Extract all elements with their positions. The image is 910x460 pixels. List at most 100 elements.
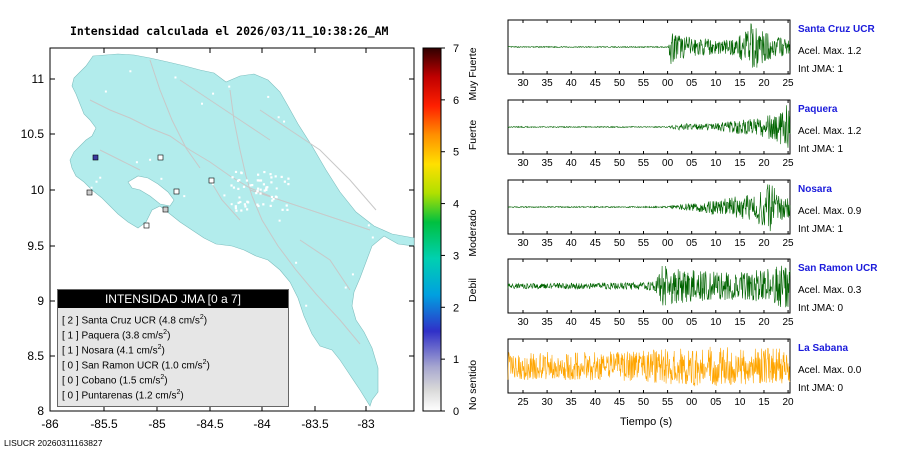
map-x-ticks: -86 -85.5 -85 -84.5 -84 -83.5 -83 xyxy=(41,48,375,431)
waveform-x-tick-label: 50 xyxy=(614,158,626,169)
town-dot xyxy=(237,201,240,204)
legend-close: ) xyxy=(167,330,171,342)
station-name: Santa Cruz UCR xyxy=(798,24,875,35)
map-title: Intensidad calculada el 2026/03/11_10:38… xyxy=(70,24,389,38)
town-dot xyxy=(270,181,273,184)
town-dot xyxy=(234,205,237,208)
station-name: Paquera xyxy=(798,104,838,115)
legend-row: [ 0 ] Cobano (1.5 cm/s2) xyxy=(62,374,168,386)
station-marker xyxy=(86,189,93,196)
waveform-x-tick-label: 35 xyxy=(542,158,554,169)
waveform-x-tick-label: 10 xyxy=(710,158,722,169)
town-dot xyxy=(212,92,215,95)
colorbar-label: Muy Fuerte xyxy=(467,47,479,100)
town-dot xyxy=(286,208,289,211)
road-network xyxy=(89,59,377,345)
waveform-x-tick-label: 50 xyxy=(638,397,650,408)
colorbar-label: Fuerte xyxy=(467,120,479,151)
colorbar: 0 1 2 3 4 5 6 7 No sentido Debil Moderado Fuerte Mu… xyxy=(422,43,479,418)
waveform-x-tick-label: 45 xyxy=(614,397,626,408)
waveform-x-tick-label: 15 xyxy=(758,397,770,408)
town-dot xyxy=(285,204,288,207)
town-dot xyxy=(223,194,226,197)
town-dot xyxy=(160,177,163,180)
station-name: La Sabana xyxy=(798,343,849,354)
town-dot xyxy=(351,273,354,276)
town-dot xyxy=(244,205,247,208)
town-dot xyxy=(283,180,286,183)
station-accel-max: Acel. Max. 0.0 xyxy=(798,365,862,376)
waveform-x-tick-label: 05 xyxy=(686,238,698,249)
map-y-tick-label: 11 xyxy=(32,72,45,86)
town-dot xyxy=(281,208,284,211)
waveform-x-tick-label: 40 xyxy=(566,238,578,249)
waveform-x-tick-label: 40 xyxy=(590,397,602,408)
colorbar-ticks: 0 1 2 3 4 5 6 7 xyxy=(441,43,459,418)
town-dot xyxy=(317,110,320,113)
waveform-x-tick-label: 10 xyxy=(710,317,722,328)
town-dot xyxy=(231,176,234,179)
town-dot xyxy=(270,195,274,199)
legend-row: [ 0 ] San Ramon UCR (1.0 cm/s2) xyxy=(62,359,210,371)
town-dot xyxy=(211,183,214,186)
waveform-x-tick-label: 20 xyxy=(758,317,770,328)
waveform-x-tick-label: 50 xyxy=(614,238,626,249)
town-dot xyxy=(234,207,237,210)
colorbar-label: Moderado xyxy=(467,209,479,256)
town-dot xyxy=(265,187,268,190)
town-dot xyxy=(242,185,246,188)
map-x-tick-label: -85 xyxy=(148,417,166,431)
costa-rica-landmass xyxy=(69,53,415,407)
station-accel-max: Acel. Max. 1.2 xyxy=(798,46,862,57)
town-dot xyxy=(88,250,91,253)
town-dot xyxy=(263,170,266,174)
waveform-x-tick-label: 45 xyxy=(590,238,602,249)
waveform-x-tick-label: 35 xyxy=(566,397,578,408)
waveform-x-tick-label: 25 xyxy=(517,397,529,408)
station-accel-max: Acel. Max. 0.3 xyxy=(798,285,862,296)
town-dot xyxy=(280,175,283,179)
waveform-trace xyxy=(507,346,791,387)
town-dot xyxy=(140,228,143,231)
waveform-x-tick-label: 20 xyxy=(758,78,770,89)
waveform-x-tick-label: 25 xyxy=(783,238,795,249)
map-y-tick-label: 10.5 xyxy=(21,127,45,141)
town-dot xyxy=(99,176,102,179)
waveform-x-tick-label: 15 xyxy=(734,238,746,249)
town-dot xyxy=(228,85,231,88)
intensity-legend: INTENSIDAD JMA [0 a 7] [ 2 ] Santa Cruz … xyxy=(57,289,289,407)
legend-units-exponent: 2 xyxy=(157,344,162,351)
town-dot xyxy=(274,195,278,198)
legend-close: ) xyxy=(206,360,210,372)
colorbar-tick-label: 1 xyxy=(453,354,459,366)
waveform-x-tick-label: 50 xyxy=(614,317,626,328)
station-jma: Int JMA: 1 xyxy=(798,64,844,75)
town-dot xyxy=(236,179,240,182)
legend-accel: (4.1 cm/s xyxy=(116,345,158,357)
town-dot xyxy=(249,184,252,187)
waveform-x-tick-label: 05 xyxy=(710,397,722,408)
town-dot xyxy=(183,195,186,198)
town-dot xyxy=(265,188,268,191)
town-dot xyxy=(287,177,290,180)
station-jma: Int JMA: 0 xyxy=(798,383,844,394)
town-dot xyxy=(277,116,280,119)
town-dot xyxy=(95,180,98,183)
legend-jma: [ 2 ] xyxy=(62,315,82,327)
waveform-x-tick-label: 55 xyxy=(638,238,650,249)
legend-station: Santa Cruz UCR xyxy=(81,315,159,327)
town-dot xyxy=(255,192,258,195)
waveform-x-tick-label: 10 xyxy=(710,238,722,249)
station-marker xyxy=(92,154,99,161)
waveform-x-tick-label: 35 xyxy=(542,317,554,328)
waveform-x-tick-label: 05 xyxy=(686,317,698,328)
legend-accel: (1.0 cm/s xyxy=(161,360,203,372)
town-dot xyxy=(287,182,290,186)
town-dot xyxy=(257,204,260,208)
colorbar-tick-label: 5 xyxy=(453,147,459,159)
map-x-tick-label: -83 xyxy=(357,417,375,431)
station-marker xyxy=(208,177,215,184)
town-dot xyxy=(262,203,265,206)
legend-jma: [ 1 ] xyxy=(62,330,82,342)
colorbar-tick-label: 4 xyxy=(453,199,459,211)
